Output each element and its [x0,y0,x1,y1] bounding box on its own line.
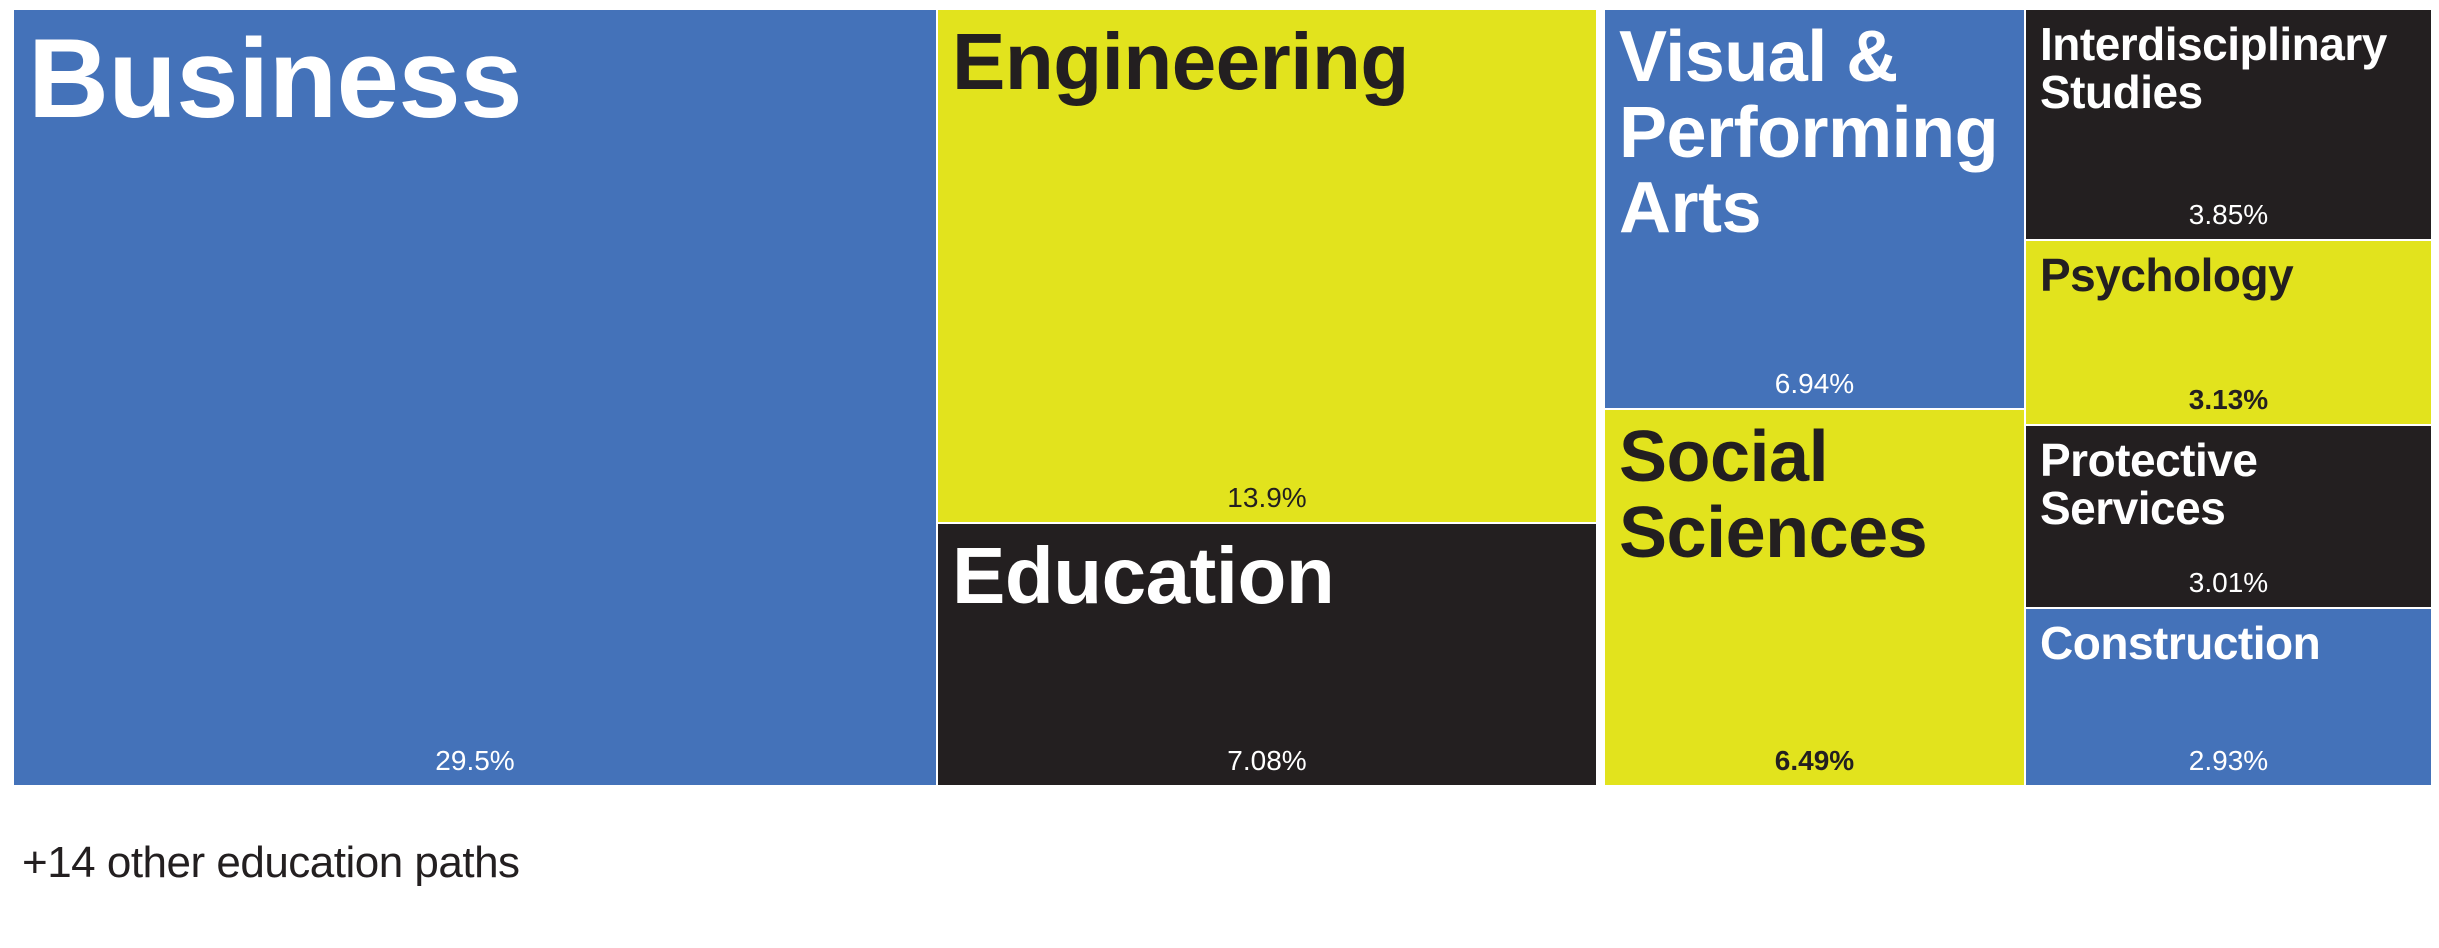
tile-value-protective-services: 3.01% [2188,567,2269,598]
tile-label-social-sciences: Social Sciences [1619,417,1928,573]
tile-business: Business 29.5% [14,10,936,785]
tile-engineering: Engineering 13.9% [938,10,1596,522]
tile-value-construction: 2.93% [2188,745,2269,776]
tile-interdisciplinary-studies: Interdisciplinary Studies 3.85% [2026,10,2431,239]
tile-value-social-sciences: 6.49% [1774,745,1855,776]
tile-visual-performing-arts: Visual & Performing Arts 6.94% [1605,10,2024,408]
tile-label-construction: Construction [2040,617,2321,669]
tile-construction: Construction 2.93% [2026,609,2431,785]
tile-psychology: Psychology 3.13% [2026,241,2431,424]
tile-label-protective-services: Protective Services [2040,434,2258,535]
tile-label-education: Education [952,531,1335,620]
tile-value-education: 7.08% [1227,745,1307,776]
tile-label-interdisciplinary-studies: Interdisciplinary Studies [2040,18,2387,119]
tile-value-interdisciplinary-studies: 3.85% [2188,199,2269,230]
tile-value-business: 29.5% [435,745,515,776]
tile-label-engineering: Engineering [952,17,1409,106]
tile-protective-services: Protective Services 3.01% [2026,426,2431,607]
tile-education: Education 7.08% [938,524,1596,785]
footnote: +14 other education paths [22,838,520,887]
tile-value-visual-performing-arts: 6.94% [1774,368,1855,399]
tile-social-sciences: Social Sciences 6.49% [1605,410,2024,785]
tile-label-visual-performing-arts: Visual & Performing Arts [1619,17,1999,249]
tile-value-engineering: 13.9% [1227,482,1307,513]
tile-value-psychology: 3.13% [2188,384,2269,415]
tile-label-business: Business [28,16,522,141]
tile-label-psychology: Psychology [2040,249,2294,301]
